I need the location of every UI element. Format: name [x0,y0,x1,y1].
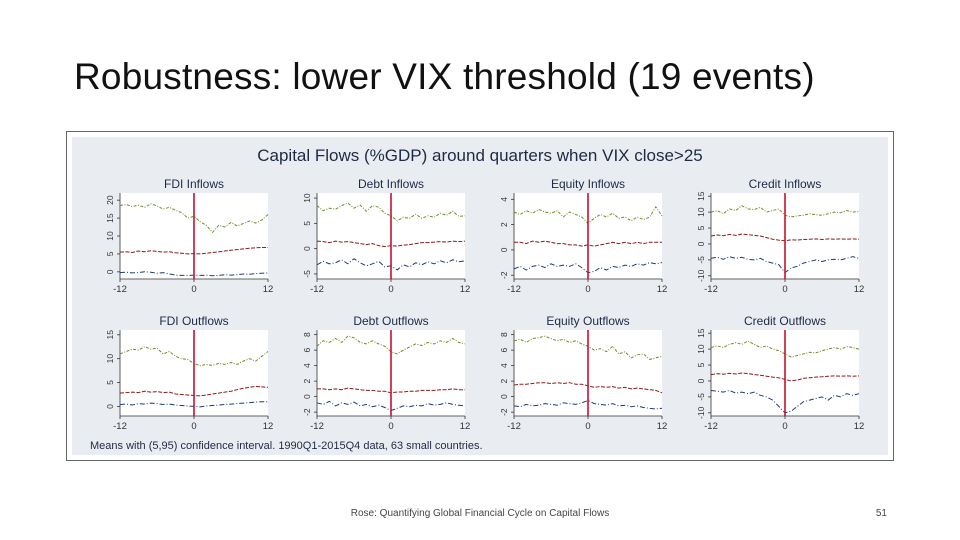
x-tick-label-equity-inflows: 0 [585,284,590,295]
panel-debt-inflows: Debt Inflows -5 0 5 10 -12 0 12 [302,177,470,295]
panel-title-fdi-inflows: FDI Inflows [164,177,224,191]
y-tick-label-debt-inflows: 5 [302,221,312,226]
y-tick-label-equity-outflows: 4 [499,363,509,368]
y-tick-label-credit-outflows: -10 [696,406,706,419]
panel-credit-inflows: Credit Inflows -10 -5 0 5 10 15 -12 0 12 [696,177,864,295]
y-tick-label-credit-inflows: -5 [696,256,706,264]
panel-debt-outflows: Debt Outflows -2 0 2 4 6 8 -12 0 12 [302,314,470,432]
upper-band-line-debt-outflows [316,335,466,355]
y-tick-label-equity-outflows: 0 [499,394,509,399]
y-tick-label-debt-inflows: 0 [302,246,312,251]
y-tick-label-credit-outflows: 5 [696,362,706,367]
x-tick-label-credit-outflows: 0 [782,421,787,432]
y-tick-label-credit-inflows: -10 [696,269,706,282]
y-tick-label-fdi-inflows: 20 [105,195,115,205]
y-tick-label-equity-outflows: 2 [499,379,509,384]
panel-credit-outflows: Credit Outflows -10 -5 0 5 10 15 -12 0 12 [696,314,864,432]
x-tick-label-fdi-outflows: 12 [263,421,274,432]
y-tick-label-debt-inflows: -5 [302,270,312,278]
x-tick-label-credit-inflows: -12 [704,284,718,295]
x-tick-label-fdi-outflows: -12 [113,421,127,432]
figure-frame: Capital Flows (%GDP) around quarters whe… [66,131,894,461]
y-tick-label-fdi-inflows: 15 [105,213,115,223]
x-tick-label-equity-outflows: 12 [657,421,668,432]
panel-title-equity-inflows: Equity Inflows [551,177,625,191]
y-tick-label-debt-outflows: 6 [302,348,312,353]
y-tick-label-debt-outflows: 0 [302,394,312,399]
x-tick-label-credit-outflows: 12 [854,421,865,432]
y-tick-label-fdi-outflows: 15 [105,330,115,340]
y-tick-label-equity-outflows: -2 [499,408,509,416]
y-tick-label-credit-inflows: 15 [696,191,706,201]
y-tick-label-fdi-inflows: 0 [105,269,115,274]
x-tick-label-debt-inflows: -12 [310,284,324,295]
x-tick-label-equity-outflows: 0 [585,421,590,432]
panel-equity-outflows: Equity Outflows -2 0 2 4 6 8 -12 0 12 [499,314,667,432]
panel-title-credit-inflows: Credit Inflows [749,177,822,191]
y-tick-label-credit-outflows: -5 [696,393,706,401]
y-tick-label-credit-outflows: 0 [696,378,706,383]
y-tick-label-equity-inflows: 2 [499,222,509,227]
x-tick-label-debt-outflows: 12 [460,421,471,432]
upper-band-line-debt-inflows [316,202,466,222]
panel-equity-inflows: Equity Inflows -2 0 2 4 -12 0 12 [499,177,667,295]
lower-band-line-equity-outflows [513,399,663,410]
page-number: 51 [875,508,887,519]
y-tick-label-debt-outflows: -2 [302,408,312,416]
y-tick-label-equity-outflows: 8 [499,332,509,337]
x-tick-label-debt-inflows: 12 [460,284,471,295]
y-tick-label-credit-outflows: 10 [696,344,706,354]
x-tick-label-fdi-inflows: 0 [191,284,196,295]
x-tick-label-debt-outflows: 0 [388,421,393,432]
panel-fdi-inflows: FDI Inflows 0 5 10 15 20 -12 0 12 [105,177,273,295]
y-tick-label-equity-inflows: 4 [499,197,509,202]
upper-band-line-fdi-inflows [119,203,269,234]
y-tick-label-equity-inflows: 0 [499,247,509,252]
x-tick-label-credit-inflows: 0 [782,284,787,295]
chart-title: Capital Flows (%GDP) around quarters whe… [257,146,703,165]
x-tick-label-fdi-inflows: 12 [263,284,274,295]
footer-text: Rose: Quantifying Global Financial Cycle… [350,508,610,519]
x-tick-label-fdi-outflows: 0 [191,421,196,432]
y-tick-label-debt-outflows: 2 [302,379,312,384]
x-tick-label-fdi-inflows: -12 [113,284,127,295]
x-tick-label-equity-inflows: -12 [507,284,521,295]
y-tick-label-debt-outflows: 8 [302,332,312,337]
y-tick-label-equity-outflows: 6 [499,348,509,353]
panel-title-equity-outflows: Equity Outflows [546,314,629,328]
chart-note: Means with (5,95) confidence interval. 1… [90,440,483,452]
x-tick-label-debt-outflows: -12 [310,421,324,432]
x-tick-label-credit-inflows: 12 [854,284,865,295]
y-tick-label-fdi-inflows: 10 [105,231,115,241]
x-tick-label-equity-outflows: -12 [507,421,521,432]
y-tick-label-credit-inflows: 5 [696,225,706,230]
y-tick-label-fdi-outflows: 5 [105,380,115,385]
y-tick-label-credit-outflows: 15 [696,328,706,338]
panel-title-credit-outflows: Credit Outflows [744,314,826,328]
y-tick-label-debt-inflows: 10 [302,193,312,203]
y-tick-label-fdi-inflows: 5 [105,251,115,256]
slide-title: Robustness: lower VIX threshold (19 even… [74,56,815,97]
panel-title-debt-inflows: Debt Inflows [358,177,424,191]
y-tick-label-fdi-outflows: 0 [105,404,115,409]
chart-panel-grid: Capital Flows (%GDP) around quarters whe… [72,137,888,455]
x-tick-label-equity-inflows: 12 [657,284,668,295]
x-tick-label-credit-outflows: -12 [704,421,718,432]
y-tick-label-equity-inflows: -2 [499,271,509,279]
x-tick-label-debt-inflows: 0 [388,284,393,295]
panel-title-debt-outflows: Debt Outflows [353,314,428,328]
capital-flows-figure: Capital Flows (%GDP) around quarters whe… [90,146,864,452]
y-tick-label-debt-outflows: 4 [302,363,312,368]
y-tick-label-credit-inflows: 0 [696,241,706,246]
y-tick-label-credit-inflows: 10 [696,207,706,217]
y-tick-label-fdi-outflows: 10 [105,354,115,364]
panel-title-fdi-outflows: FDI Outflows [159,314,228,328]
panel-fdi-outflows: FDI Outflows 0 5 10 15 -12 0 12 [105,314,273,432]
